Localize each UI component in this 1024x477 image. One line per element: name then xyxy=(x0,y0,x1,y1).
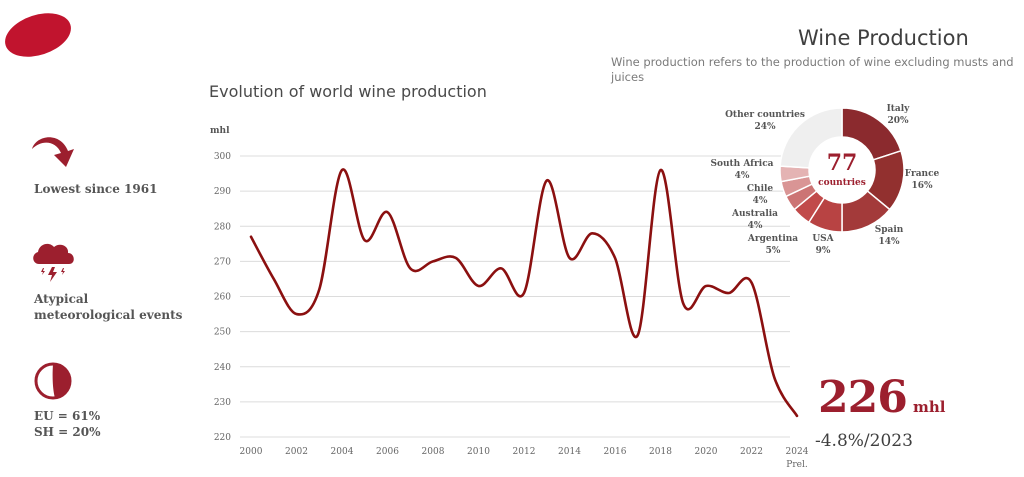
slice-percent: 5% xyxy=(766,246,781,256)
slice-percent: 4% xyxy=(735,171,750,181)
x-tick-label: 2008 xyxy=(422,447,445,457)
slice-percent: 9% xyxy=(816,246,831,256)
slice-label: Australia xyxy=(731,209,778,219)
storm-cloud-icon xyxy=(33,243,74,282)
y-tick-label: 270 xyxy=(214,257,231,267)
x-tick-label: 2010 xyxy=(467,447,490,457)
chart-title: Evolution of world wine production xyxy=(209,82,487,101)
slice-label: South Africa xyxy=(710,159,773,169)
sidebar-item-label: SH = 20% xyxy=(34,425,101,439)
pie-share-icon xyxy=(34,362,72,400)
x-tick-note: Prel. xyxy=(786,460,808,470)
y-tick-label: 240 xyxy=(214,363,231,373)
headline-unit: mhl xyxy=(913,398,946,416)
y-tick-label: 220 xyxy=(214,433,231,443)
x-tick-label: 2000 xyxy=(240,447,263,457)
sidebar-item-meteorological: Atypical meteorological events xyxy=(34,291,182,323)
x-tick-label: 2012 xyxy=(513,447,536,457)
x-tick-label: 2022 xyxy=(740,447,763,457)
slice-percent: 24% xyxy=(754,122,776,132)
y-tick-label: 250 xyxy=(214,328,231,338)
x-tick-label: 2020 xyxy=(695,447,718,457)
slice-label: USA xyxy=(812,234,834,244)
change-vs-prior-year: -4.8%/2023 xyxy=(815,431,913,451)
donut-slice-australia xyxy=(784,183,818,211)
slice-percent: 14% xyxy=(878,237,900,247)
curved-down-arrow-icon xyxy=(32,137,74,167)
x-tick-label: 2016 xyxy=(604,447,627,457)
sidebar-item-label: meteorological events xyxy=(34,308,183,322)
y-tick-label: 280 xyxy=(214,222,231,232)
page-subtitle: Wine production refers to the production… xyxy=(611,55,1014,84)
y-tick-label: 260 xyxy=(214,293,231,303)
x-tick-label: 2024 xyxy=(786,447,809,457)
slice-label: Spain xyxy=(875,225,904,235)
x-tick-label: 2018 xyxy=(649,447,672,457)
donut-slice-other-countries xyxy=(779,107,843,169)
slice-percent: 16% xyxy=(911,181,933,191)
slice-label: Argentina xyxy=(747,234,798,244)
slice-percent: 4% xyxy=(753,196,768,206)
donut-slice-south-africa xyxy=(779,165,811,183)
y-tick-label: 290 xyxy=(214,187,231,197)
logo xyxy=(5,13,71,57)
donut-center-label: countries xyxy=(818,178,866,188)
x-tick-label: 2002 xyxy=(285,447,308,457)
slice-label: Other countries xyxy=(725,110,805,120)
page-title: Wine Production xyxy=(798,26,969,50)
y-tick-label: 230 xyxy=(214,398,231,408)
headline-value: 226 xyxy=(818,372,908,423)
x-tick-label: 2014 xyxy=(558,447,581,457)
donut-slice-argentina xyxy=(793,189,826,224)
sidebar-item-share: EU = 61% SH = 20% xyxy=(34,408,101,440)
sidebar-item-label: Atypical xyxy=(34,292,89,306)
slice-label: Italy xyxy=(887,104,911,114)
slice-label: France xyxy=(905,169,940,179)
logo-shape xyxy=(5,13,71,57)
x-tick-label: 2004 xyxy=(331,447,354,457)
x-tick-label: 2006 xyxy=(376,447,399,457)
donut-center-value: 77 xyxy=(827,150,858,176)
series-line xyxy=(249,168,799,418)
donut-slice-usa xyxy=(807,196,843,233)
slice-label: Chile xyxy=(747,184,774,194)
y-axis-label: mhl xyxy=(210,126,230,136)
donut-slice-italy xyxy=(841,107,902,161)
slice-percent: 20% xyxy=(887,116,909,126)
y-tick-label: 300 xyxy=(214,152,231,162)
donut-slice-spain xyxy=(841,189,891,233)
sidebar-item-label: Lowest since 1961 xyxy=(34,182,158,196)
sidebar-item-label: EU = 61% xyxy=(34,409,101,423)
donut-slice-chile xyxy=(780,175,814,198)
donut-slice-france xyxy=(866,149,905,211)
slice-percent: 4% xyxy=(748,221,763,231)
sidebar-item-lowest: Lowest since 1961 xyxy=(34,181,157,197)
